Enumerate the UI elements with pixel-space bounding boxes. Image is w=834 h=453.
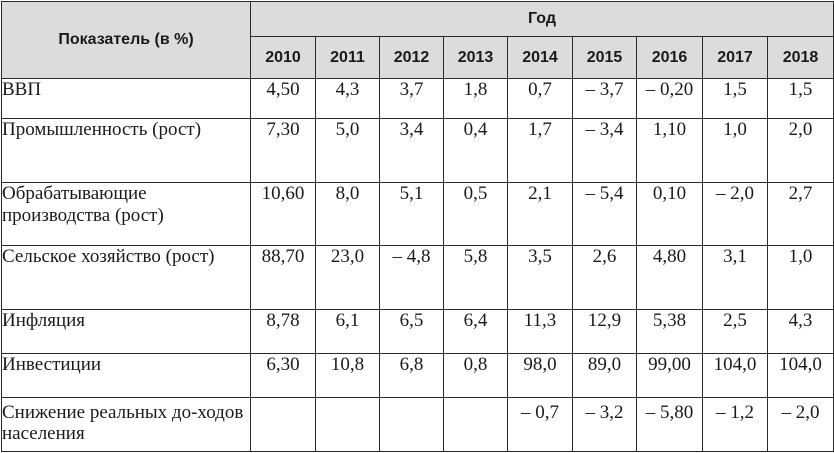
table-cell: 6,4: [443, 309, 508, 354]
table-row: Промышленность (рост) 7,30 5,0 3,4 0,4 1…: [1, 118, 834, 183]
table-cell: 104,0: [766, 353, 834, 398]
table-cell: 2,5: [702, 309, 768, 354]
table-cell: 8,78: [250, 309, 316, 354]
table-cell: 89,0: [572, 353, 637, 398]
year-header: 2010: [250, 36, 316, 79]
table-cell: 1,8: [443, 78, 508, 119]
table-cell: 4,3: [766, 309, 834, 354]
table-cell: 99,00: [636, 353, 703, 398]
table-cell: 3,7: [379, 78, 444, 119]
table-row: Инфляция 8,78 6,1 6,5 6,4 11,3 12,9 5,38…: [1, 309, 834, 354]
table-cell: 0,10: [636, 182, 703, 246]
table-cell: 88,70: [250, 245, 316, 310]
table-cell: 5,8: [443, 245, 508, 310]
row-label: ВВП: [1, 78, 251, 119]
table-cell: – 5,80: [636, 397, 703, 452]
table-cell: – 1,2: [702, 397, 768, 452]
table-cell: 1,7: [507, 118, 573, 183]
year-header: 2012: [379, 36, 444, 79]
table-cell: 2,7: [766, 182, 834, 246]
table-cell: – 0,20: [636, 78, 703, 119]
table-cell: – 5,4: [572, 182, 637, 246]
row-label: Промышленность (рост): [1, 118, 251, 183]
table-cell: 0,5: [443, 182, 508, 246]
table-cell: 1,10: [636, 118, 703, 183]
year-header: 2016: [636, 36, 703, 79]
table-cell: 0,8: [443, 353, 508, 398]
table-cell: – 0,7: [507, 397, 573, 452]
table-cell: [443, 397, 508, 452]
row-label: Сельское хозяйство (рост): [1, 245, 251, 310]
table-row: Обрабатывающие производства (рост) 10,60…: [1, 182, 834, 246]
table-cell: 4,80: [636, 245, 703, 310]
table-cell: – 3,2: [572, 397, 637, 452]
indicator-column-header: Показатель (в %): [1, 1, 251, 79]
table-cell: 4,50: [250, 78, 316, 119]
table-row: Сельское хозяйство (рост) 88,70 23,0 – 4…: [1, 245, 834, 310]
table-cell: 0,7: [507, 78, 573, 119]
table-cell: 10,8: [315, 353, 380, 398]
table-cell: [379, 397, 444, 452]
row-label: Инвестиции: [1, 353, 251, 398]
table-cell: 2,0: [766, 118, 834, 183]
table-row: Инвестиции 6,30 10,8 6,8 0,8 98,0 89,0 9…: [1, 353, 834, 398]
table-cell: 1,5: [702, 78, 768, 119]
row-label: Инфляция: [1, 309, 251, 354]
table-cell: – 3,7: [572, 78, 637, 119]
table-cell: 98,0: [507, 353, 573, 398]
table-cell: 11,3: [507, 309, 573, 354]
table-cell: 104,0: [702, 353, 768, 398]
year-header: 2018: [766, 36, 834, 79]
table-cell: 3,5: [507, 245, 573, 310]
table-cell: 0,4: [443, 118, 508, 183]
table-cell: 23,0: [315, 245, 380, 310]
table-cell: 4,3: [315, 78, 380, 119]
table-cell: 6,30: [250, 353, 316, 398]
table-cell: 1,0: [766, 245, 834, 310]
year-header: 2014: [507, 36, 573, 79]
table-cell: 5,38: [636, 309, 703, 354]
table-cell: 3,1: [702, 245, 768, 310]
table-cell: 5,0: [315, 118, 380, 183]
table-cell: 8,0: [315, 182, 380, 246]
table-cell: 7,30: [250, 118, 316, 183]
table-cell: 3,4: [379, 118, 444, 183]
table-cell: – 2,0: [766, 397, 834, 452]
table-cell: 5,1: [379, 182, 444, 246]
table-cell: – 2,0: [702, 182, 768, 246]
table-cell: – 3,4: [572, 118, 637, 183]
table-cell: 6,5: [379, 309, 444, 354]
year-header: 2015: [572, 36, 637, 79]
table-cell: 6,1: [315, 309, 380, 354]
row-label: Обрабатывающие производства (рост): [1, 182, 251, 246]
table-cell: 6,8: [379, 353, 444, 398]
year-group-header: Год: [249, 1, 834, 37]
year-header: 2013: [443, 36, 508, 79]
table-cell: 10,60: [250, 182, 316, 246]
table-cell: [315, 397, 380, 452]
table-cell: 12,9: [572, 309, 637, 354]
table-cell: 2,6: [572, 245, 637, 310]
table-cell: 1,5: [766, 78, 834, 119]
table-row: Снижение реальных до-ходов населения – 0…: [1, 397, 834, 452]
table-cell: – 4,8: [379, 245, 444, 310]
table-cell: [250, 397, 316, 452]
row-label: Снижение реальных до-ходов населения: [1, 397, 251, 452]
table-row: ВВП 4,50 4,3 3,7 1,8 0,7 – 3,7 – 0,20 1,…: [1, 78, 834, 119]
table-cell: 2,1: [507, 182, 573, 246]
table-cell: 1,0: [702, 118, 768, 183]
year-header: 2011: [315, 36, 380, 79]
year-header: 2017: [702, 36, 768, 79]
